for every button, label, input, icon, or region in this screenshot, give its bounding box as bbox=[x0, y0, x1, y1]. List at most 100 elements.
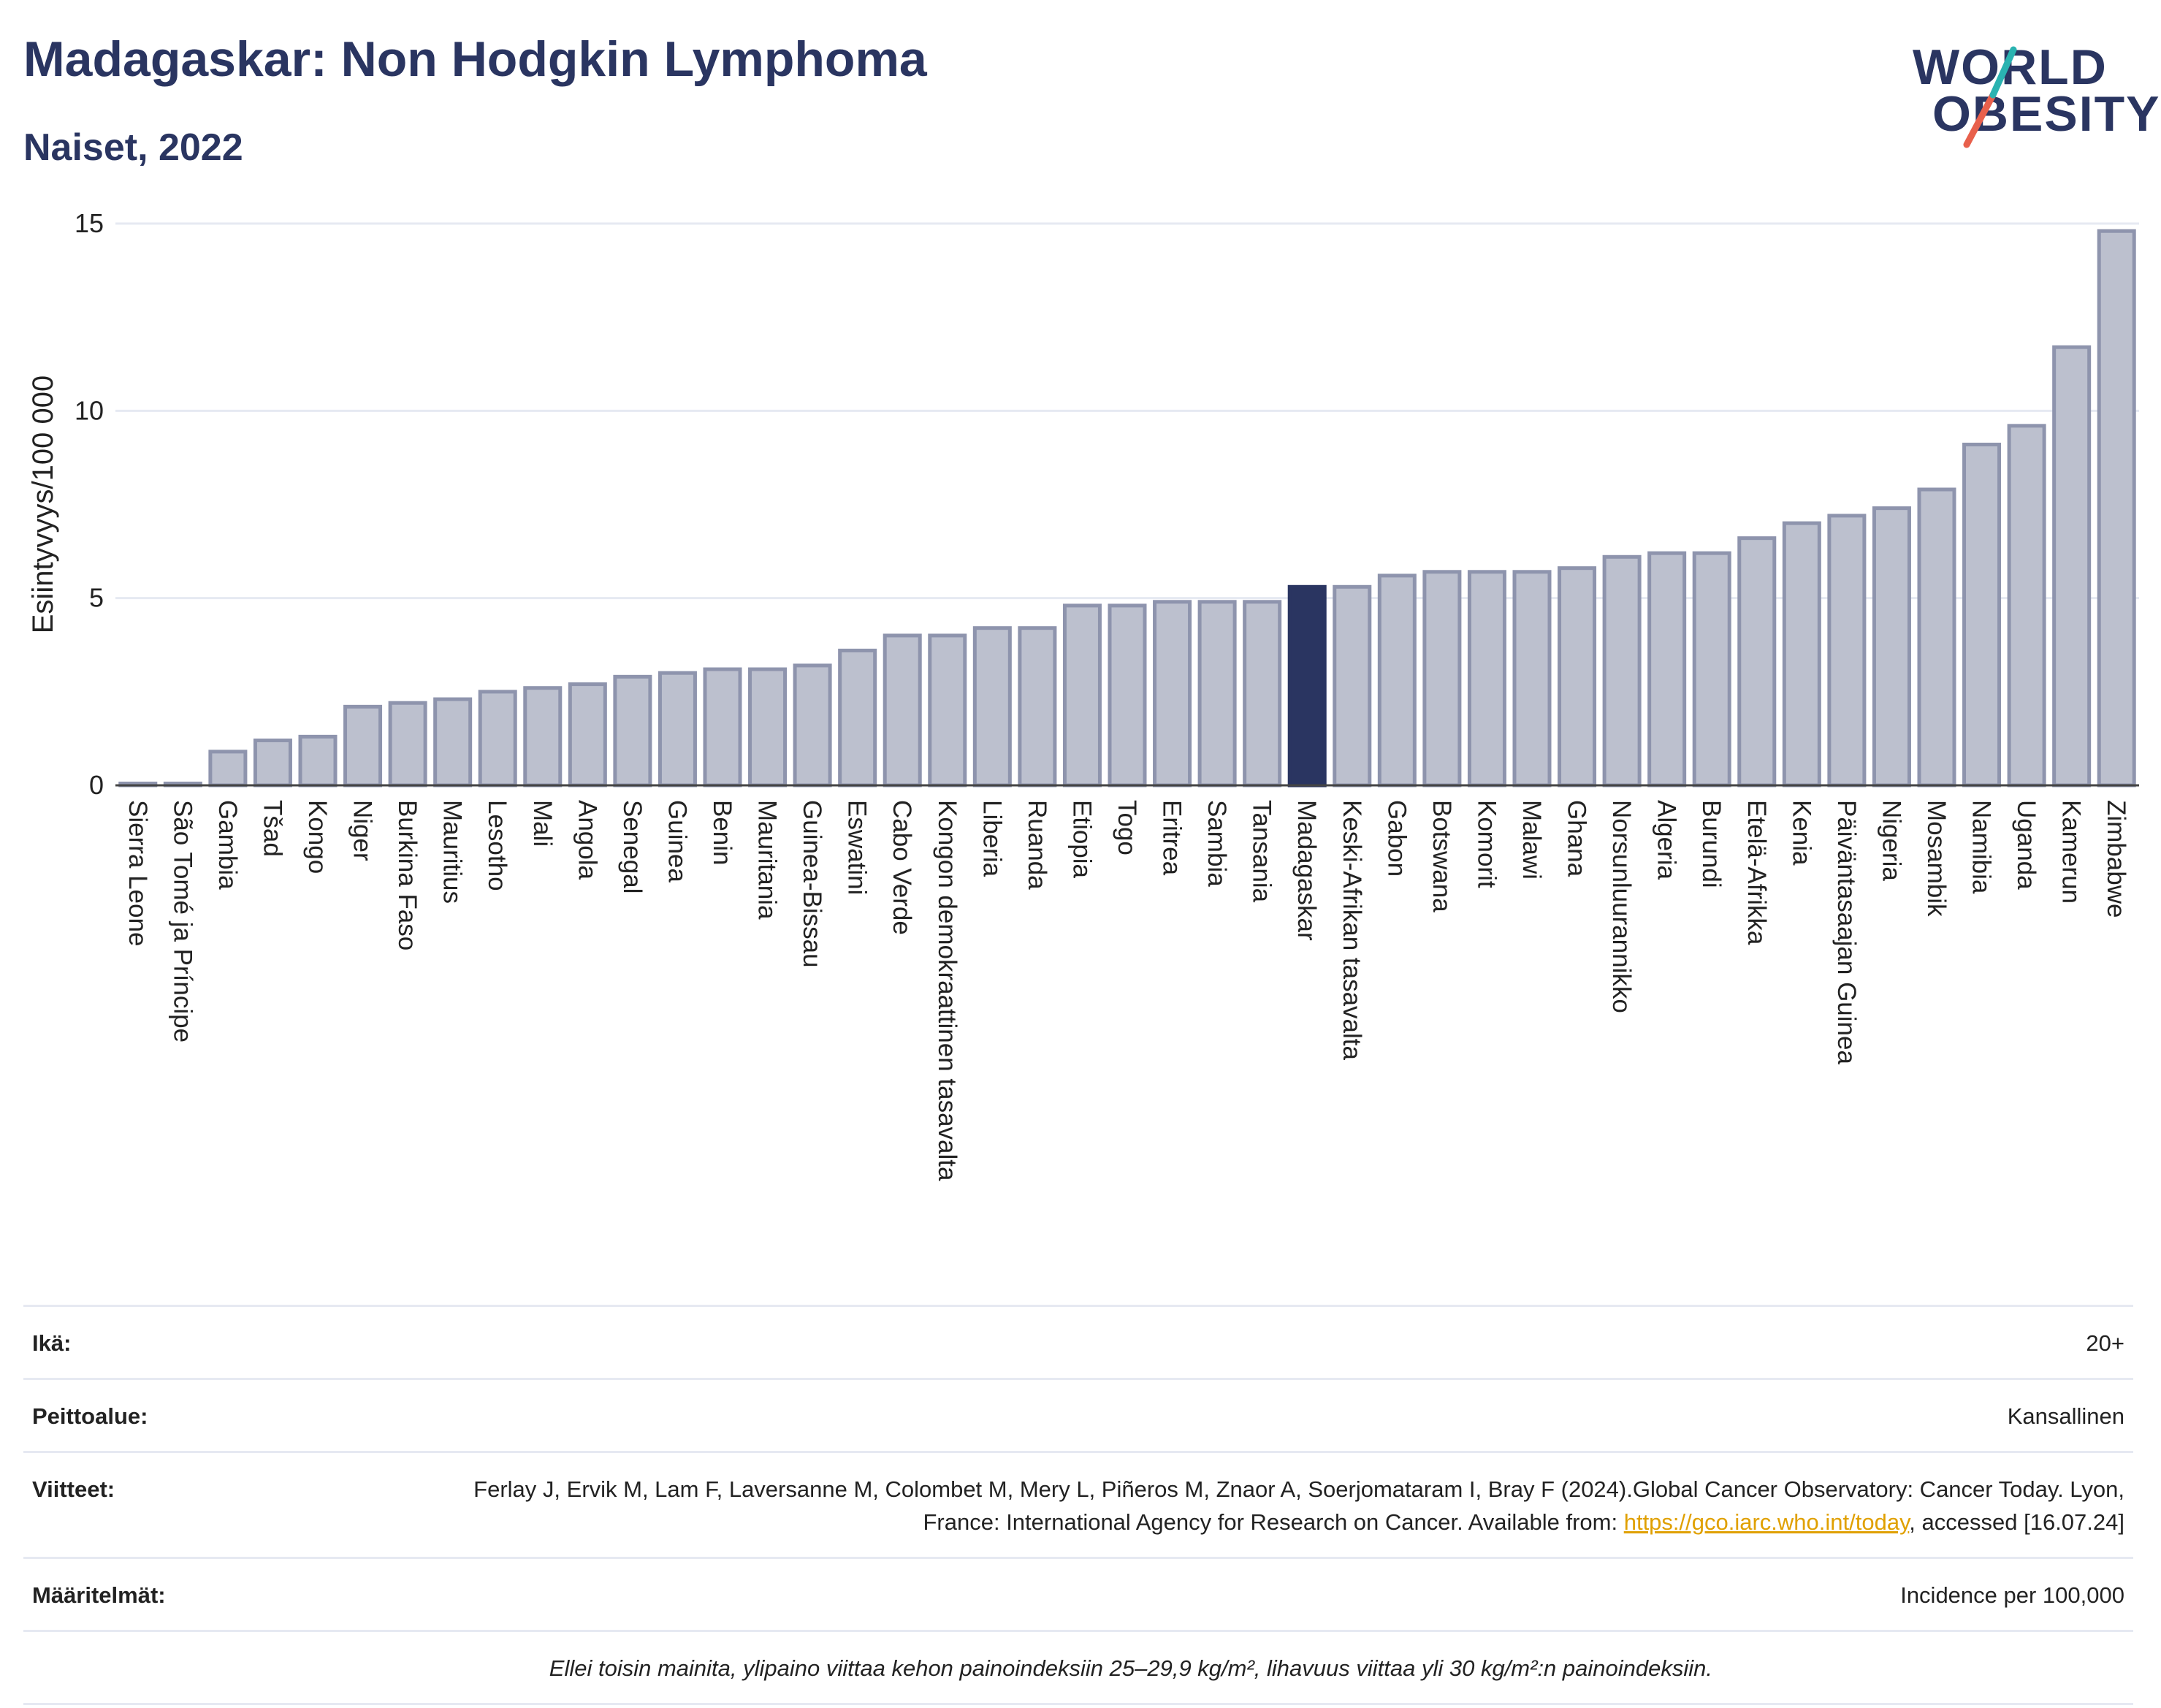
bar bbox=[433, 697, 473, 788]
x-tick-label: Eswatini bbox=[843, 800, 872, 895]
definitions-value: Incidence per 100,000 bbox=[1900, 1582, 2124, 1608]
info-row-definitions: Määritelmät: Incidence per 100,000 bbox=[23, 1556, 2133, 1630]
x-tick-label: Angola bbox=[573, 800, 601, 880]
bar bbox=[613, 674, 652, 788]
y-tick-label: 5 bbox=[89, 583, 104, 613]
x-tick-label: Botswana bbox=[1428, 800, 1456, 912]
bar bbox=[793, 663, 832, 788]
x-tick-label: Madagaskar bbox=[1292, 800, 1321, 941]
x-tick-label: Gambia bbox=[213, 800, 242, 890]
x-tick-label: Lesotho bbox=[483, 800, 511, 891]
bar bbox=[1467, 570, 1506, 788]
x-tick-label: Kenia bbox=[1787, 800, 1815, 866]
references-value: Ferlay J, Ervik M, Lam F, Laversanne M, … bbox=[444, 1473, 2124, 1539]
y-tick-label: 10 bbox=[75, 395, 104, 425]
chart-title: Madagaskar: Non Hodgkin Lymphoma bbox=[23, 31, 927, 87]
x-tick-label: Sambia bbox=[1203, 800, 1231, 887]
age-value: 20+ bbox=[2086, 1330, 2124, 1356]
bar bbox=[388, 701, 427, 788]
bar-chart: 0 5 10 15 Sierra Leone São Tomé ja Príncipe G… bbox=[27, 208, 2139, 1181]
x-tick-label: Benin bbox=[708, 800, 736, 866]
y-axis-label: Esiintyvyys/100 000 bbox=[27, 375, 59, 634]
bar bbox=[658, 671, 697, 788]
bar bbox=[2052, 345, 2092, 788]
bar bbox=[1737, 536, 1777, 788]
bar bbox=[1782, 521, 1821, 788]
x-tick-label: Eritrea bbox=[1158, 800, 1186, 876]
x-axis-labels: Sierra Leone São Tomé ja Príncipe Gambia Tš… bbox=[123, 800, 2130, 1181]
info-row-references: Viitteet: Ferlay J, Ervik M, Lam F, Lave… bbox=[23, 1450, 2133, 1557]
bar bbox=[1062, 603, 1102, 788]
bar bbox=[703, 667, 742, 788]
bar bbox=[883, 633, 922, 788]
x-tick-label: Burkina Faso bbox=[393, 800, 422, 950]
logo-slash-icon bbox=[1963, 46, 2017, 148]
x-tick-label: Burundi bbox=[1697, 800, 1726, 888]
x-tick-label: Uganda bbox=[2012, 800, 2040, 890]
bar bbox=[1108, 603, 1147, 788]
bar bbox=[1872, 506, 1911, 788]
bar bbox=[2097, 229, 2136, 788]
x-tick-label: Kamerun bbox=[2057, 800, 2086, 904]
x-tick-label: Kongon demokraattinen tasavalta bbox=[933, 800, 961, 1181]
bar bbox=[1377, 573, 1417, 788]
x-tick-label: São Tomé ja Príncipe bbox=[168, 800, 197, 1042]
x-tick-label: Mali bbox=[528, 800, 557, 847]
references-label: Viitteet: bbox=[32, 1476, 115, 1502]
bar bbox=[748, 667, 788, 788]
x-tick-label: Keski-Afrikan tasavalta bbox=[1338, 800, 1366, 1061]
coverage-value: Kansallinen bbox=[2007, 1403, 2124, 1429]
bar bbox=[523, 686, 563, 788]
bar bbox=[568, 682, 607, 788]
x-tick-label: Senegal bbox=[618, 800, 647, 893]
x-tick-label: Mauritania bbox=[753, 800, 782, 920]
chart-subtitle: Naiset, 2022 bbox=[23, 126, 243, 169]
bar bbox=[1827, 514, 1867, 788]
bar bbox=[343, 704, 383, 788]
coverage-label: Peittoalue: bbox=[32, 1403, 148, 1429]
bar bbox=[1962, 442, 2002, 788]
x-tick-label: Liberia bbox=[977, 800, 1006, 877]
x-tick-label: Komorit bbox=[1472, 800, 1501, 888]
bar bbox=[1197, 600, 1237, 788]
x-tick-label: Algeria bbox=[1653, 800, 1681, 880]
x-tick-label: Cabo Verde bbox=[888, 800, 916, 935]
bar bbox=[1243, 600, 1282, 788]
bar-highlighted bbox=[1287, 584, 1327, 788]
info-row-coverage: Peittoalue: Kansallinen bbox=[23, 1377, 2133, 1451]
info-row-age: Ikä: 20+ bbox=[23, 1305, 2133, 1378]
references-text: Ferlay J, Ervik M, Lam F, Laversanne M, … bbox=[473, 1476, 2124, 1535]
x-tick-label: Gabon bbox=[1382, 800, 1411, 877]
bar bbox=[1512, 570, 1552, 788]
bar bbox=[838, 648, 877, 788]
x-tick-label: Norsunluurannikko bbox=[1607, 800, 1636, 1013]
x-tick-label: Etiopia bbox=[1067, 800, 1096, 879]
x-tick-label: Tšad bbox=[258, 800, 286, 857]
x-tick-label: Ruanda bbox=[1023, 800, 1051, 890]
bar bbox=[1333, 584, 1372, 788]
bars bbox=[118, 229, 2136, 788]
bar bbox=[208, 750, 248, 788]
y-axis-ticks: 0 5 10 15 bbox=[75, 208, 104, 800]
bar bbox=[1692, 551, 1731, 788]
bar bbox=[1917, 487, 1956, 788]
bar bbox=[478, 690, 517, 788]
bar bbox=[1558, 566, 1597, 788]
x-tick-label: Mosambik bbox=[1922, 800, 1951, 917]
x-tick-label: Tansania bbox=[1248, 800, 1276, 903]
x-tick-label: Namibia bbox=[1967, 800, 1996, 894]
x-tick-label: Malawi bbox=[1517, 800, 1546, 880]
footnote: Ellei toisin mainita, ylipaino viittaa k… bbox=[549, 1655, 1712, 1681]
x-tick-label: Mauritius bbox=[438, 800, 467, 904]
bar bbox=[2007, 424, 2046, 788]
y-tick-label: 15 bbox=[75, 208, 104, 238]
bar bbox=[1018, 626, 1057, 788]
references-link[interactable]: https://gco.iarc.who.int/today bbox=[1623, 1509, 1910, 1535]
bar bbox=[972, 626, 1012, 788]
x-tick-label: Togo bbox=[1113, 800, 1141, 855]
x-tick-label: Sierra Leone bbox=[123, 800, 152, 946]
definitions-label: Määritelmät: bbox=[32, 1582, 166, 1608]
x-tick-label: Kongo bbox=[303, 800, 332, 874]
x-tick-label: Niger bbox=[348, 800, 377, 861]
age-label: Ikä: bbox=[32, 1330, 72, 1356]
